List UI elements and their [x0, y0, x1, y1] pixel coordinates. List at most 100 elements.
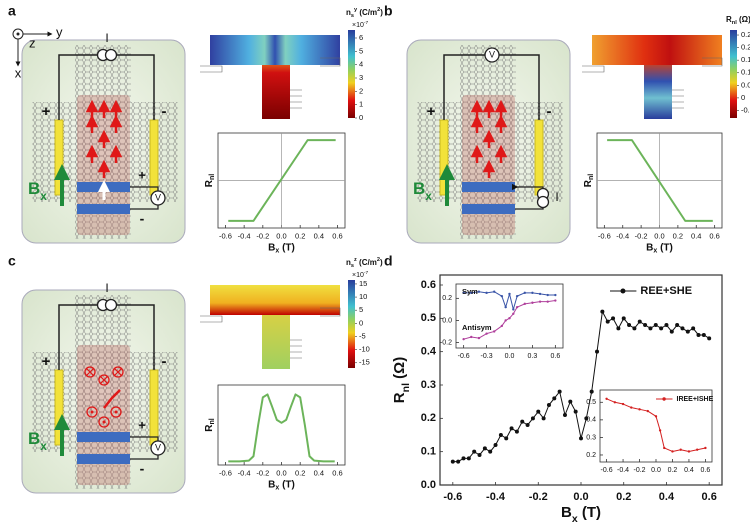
data-point [621, 316, 626, 321]
colorbar-label: 0.1 [741, 68, 750, 77]
y-tick-label: 0.3 [421, 379, 436, 391]
axis-name: y [56, 24, 63, 39]
data-point [691, 326, 696, 331]
x-tick-label: -0.6 [458, 353, 470, 360]
y-tick-label: 0.2 [586, 452, 596, 459]
x-tick-label: 0.4 [684, 467, 694, 474]
y-tick-label: 0.3 [586, 434, 596, 441]
x-tick-label: -0.4 [238, 469, 251, 478]
device-label: V [489, 49, 495, 59]
y-axis-label: Rnl [583, 174, 596, 188]
text-part: (T) [578, 504, 601, 521]
data-point [554, 293, 557, 297]
x-tick-label: 0.6 [332, 469, 342, 478]
text-part: B [28, 179, 40, 198]
plot-frame [217, 384, 346, 466]
text-part: (C/m [357, 258, 377, 267]
spin-out [98, 416, 110, 428]
data-point [671, 450, 674, 453]
wire [130, 436, 159, 460]
x-tick-label: 0.2 [295, 232, 305, 241]
text-part: nl [732, 20, 737, 26]
x-tick-label: -0.2 [633, 467, 645, 474]
series-line [228, 139, 336, 222]
colorbar-label: 0 [359, 318, 363, 327]
polarity: + [427, 103, 436, 120]
map-bar [210, 35, 340, 65]
text-part: B [28, 429, 40, 448]
text-part: n [346, 8, 351, 17]
x-tick-label: 0.6 [701, 467, 711, 474]
colorbar [730, 30, 737, 118]
panel-label: b [384, 3, 393, 19]
device-label: I [105, 281, 108, 295]
data-point [450, 459, 455, 464]
data-point [493, 290, 496, 293]
data-point [514, 429, 519, 434]
text-part: R [726, 15, 732, 24]
data-point [679, 448, 682, 451]
colorbar-label: 10 [359, 292, 367, 301]
data-point [611, 316, 616, 321]
panel-label: a [8, 3, 16, 19]
map-outline [200, 307, 341, 359]
data-point [512, 312, 515, 315]
x-tick-label: 0.6 [550, 353, 560, 360]
y-tick-label: 0.6 [421, 279, 436, 291]
data-point [509, 426, 514, 431]
text-part: (Ω) [391, 357, 408, 383]
text-part: B [561, 504, 572, 521]
x-tick-label: 0.3 [528, 353, 538, 360]
polarity: + [42, 353, 51, 370]
text-part: R [204, 179, 215, 187]
electrode [149, 119, 159, 196]
data-point [643, 323, 648, 327]
text-part: (Ω) [737, 15, 750, 24]
map-bar [592, 35, 722, 65]
series-line [607, 139, 713, 222]
legend-marker [620, 288, 626, 294]
text-part: x [40, 439, 47, 453]
spin-out [90, 410, 94, 414]
colorbar-label: 3 [359, 73, 363, 82]
text-part: R [391, 392, 408, 403]
colorbar-label: 0.05 [741, 80, 750, 89]
polarity: + [42, 103, 51, 120]
data-point [579, 436, 583, 441]
data-point [470, 291, 473, 295]
data-point [687, 450, 691, 453]
panel-label: c [8, 253, 16, 269]
text-part: (C/m [357, 8, 377, 17]
text-part: y [354, 7, 358, 13]
data-point [500, 324, 504, 328]
text-part: ) [380, 8, 383, 17]
spin-in [114, 368, 122, 376]
y-tick-label: 0.5 [421, 312, 436, 324]
spin-out [102, 420, 106, 424]
spin-in [112, 366, 124, 378]
colorbar-title: nsy (C/m2) [346, 7, 383, 19]
text-part: B [413, 179, 425, 198]
device-label: I [555, 190, 558, 204]
x-tick-label: -0.6 [443, 491, 462, 503]
colorbar-label: 15 [359, 279, 367, 288]
text-part: R [204, 424, 215, 432]
polarity: - [140, 461, 145, 477]
text-part: (T) [279, 479, 295, 490]
spin-in [86, 368, 94, 376]
text-part: -7 [364, 270, 369, 276]
data-point [696, 333, 701, 337]
text-part: x [275, 248, 279, 255]
series-line [228, 393, 335, 463]
data-point [504, 319, 507, 322]
data-point [659, 326, 664, 331]
x-tick-label: -0.4 [616, 232, 629, 241]
x-tick-label: -0.6 [219, 232, 232, 241]
data-point [546, 403, 551, 407]
text-part: x [275, 485, 279, 492]
text-part: (T) [657, 242, 673, 253]
text-part: nl [209, 174, 216, 180]
x-tick-label: 0.2 [295, 469, 305, 478]
x-axis-label: Bx (T) [268, 242, 295, 255]
